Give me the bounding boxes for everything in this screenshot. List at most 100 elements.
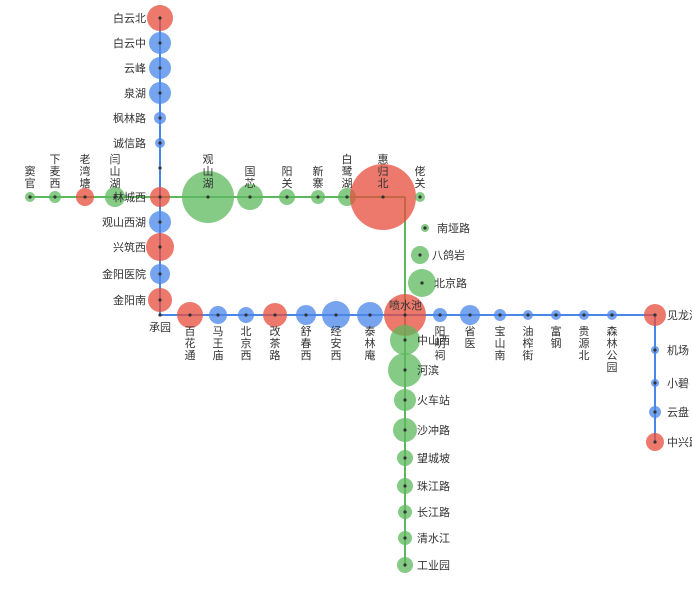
station-dot <box>403 563 406 566</box>
station-dot <box>158 16 161 19</box>
station-dot <box>403 398 406 401</box>
station-dot <box>498 313 501 316</box>
station-dot <box>273 313 276 316</box>
station-label: 云盘 <box>667 405 689 419</box>
station-dot <box>158 91 161 94</box>
station-label: 泰林庵 <box>365 324 376 362</box>
station-dot <box>158 245 161 248</box>
station-dot <box>158 220 161 223</box>
station-label: 中兴路 <box>667 436 692 449</box>
station-dot <box>403 536 406 539</box>
station-dot <box>316 195 319 198</box>
station-label: 八鸽岩 <box>432 248 465 262</box>
station-dot <box>403 484 406 487</box>
station-label: 白云北 <box>113 11 146 25</box>
station-label: 舒春西 <box>301 324 312 362</box>
station-dot <box>403 428 406 431</box>
station-dot <box>403 313 406 316</box>
station-label: 工业园 <box>417 559 450 572</box>
station-dot <box>248 195 251 198</box>
station-dot <box>653 313 656 316</box>
station-dot <box>83 195 86 198</box>
station-label: 云峰 <box>124 62 146 75</box>
station-label: 佬关 <box>415 164 426 190</box>
station-label: 观山西湖 <box>102 216 146 229</box>
station-dot <box>345 195 348 198</box>
stations-layer: 白云北白云中云峰泉湖枫林路诚信路林城西观山西湖兴筑西金阳医院金阳南承园窦官下麦西… <box>25 11 692 572</box>
station-label: 改茶路 <box>270 324 281 362</box>
station-label: 窦官 <box>25 165 36 190</box>
station-label: 金阳医院 <box>102 267 146 281</box>
station-label: 富钢 <box>551 324 562 350</box>
station-label: 惠归北 <box>378 152 389 190</box>
station-label: 宝山南 <box>495 324 506 362</box>
station-dot <box>285 195 288 198</box>
station-label: 金阳南 <box>113 293 146 307</box>
station-label: 北京路 <box>434 276 467 290</box>
station-dot <box>653 410 656 413</box>
station-label: 下麦西 <box>50 154 61 190</box>
station-label: 北京西 <box>241 325 252 362</box>
station-label: 油榨街 <box>523 324 534 362</box>
station-label: 枫林路 <box>113 111 146 125</box>
station-label: 喷水池 <box>389 299 422 312</box>
station-dot <box>304 313 307 316</box>
station-dot <box>381 195 384 198</box>
station-dot <box>158 298 161 301</box>
station-dot <box>403 456 406 459</box>
station-dot <box>158 195 161 198</box>
station-label: 老湾塘 <box>80 153 91 190</box>
station-dot <box>438 313 441 316</box>
station-dot <box>526 313 529 316</box>
station-label: 林城西 <box>113 190 146 204</box>
station-dot <box>113 195 116 198</box>
station-dot <box>653 381 656 384</box>
station-dot <box>653 440 656 443</box>
station-dot <box>653 348 656 351</box>
station-dot <box>610 313 613 316</box>
station-label: 阳明祠 <box>435 325 446 362</box>
station-dot <box>216 313 219 316</box>
station-dot <box>28 195 31 198</box>
station-dot <box>420 281 423 284</box>
station-label: 见龙洞 <box>667 309 692 322</box>
station-dot <box>188 313 191 316</box>
station-label: 省医 <box>465 325 476 350</box>
station-label: 泉湖 <box>124 86 146 100</box>
station-dot <box>53 195 56 198</box>
station-label: 诚信路 <box>113 137 146 150</box>
station-label: 小碧 <box>667 377 689 390</box>
bubbles-layer <box>25 5 666 573</box>
station-dot <box>403 510 406 513</box>
station-dot <box>368 313 371 316</box>
station-label: 长江路 <box>417 506 450 519</box>
station-label: 闫山湖 <box>110 153 121 190</box>
station-dot <box>418 195 421 198</box>
station-label: 清水江 <box>417 532 450 545</box>
metro-network-diagram: 白云北白云中云峰泉湖枫林路诚信路林城西观山西湖兴筑西金阳医院金阳南承园窦官下麦西… <box>0 0 692 595</box>
station-label: 珠江路 <box>417 479 450 493</box>
station-dot <box>468 313 471 316</box>
station-dot <box>158 141 161 144</box>
station-dot <box>554 313 557 316</box>
station-label: 国芯 <box>245 165 256 190</box>
station-label: 观山湖 <box>203 153 214 190</box>
station-label: 望城坡 <box>417 452 450 465</box>
station-label: 承园 <box>149 321 171 334</box>
station-label: 机场 <box>667 343 689 357</box>
station-dot <box>158 66 161 69</box>
station-dot <box>423 226 426 229</box>
station-dot <box>158 313 161 316</box>
station-dot <box>158 116 161 119</box>
station-label: 沙冲路 <box>417 423 450 437</box>
station-dot <box>206 195 209 198</box>
station-label: 河滨 <box>417 363 439 377</box>
station-label: 贵源北 <box>579 325 590 362</box>
station-label: 南垭路 <box>437 222 470 235</box>
station-label: 兴筑西 <box>113 240 146 254</box>
station-label: 白鹭湖 <box>342 152 353 190</box>
station-label: 火车站 <box>417 393 450 407</box>
station-dot <box>403 368 406 371</box>
station-label: 新寨 <box>313 164 324 190</box>
station-dot <box>158 41 161 44</box>
